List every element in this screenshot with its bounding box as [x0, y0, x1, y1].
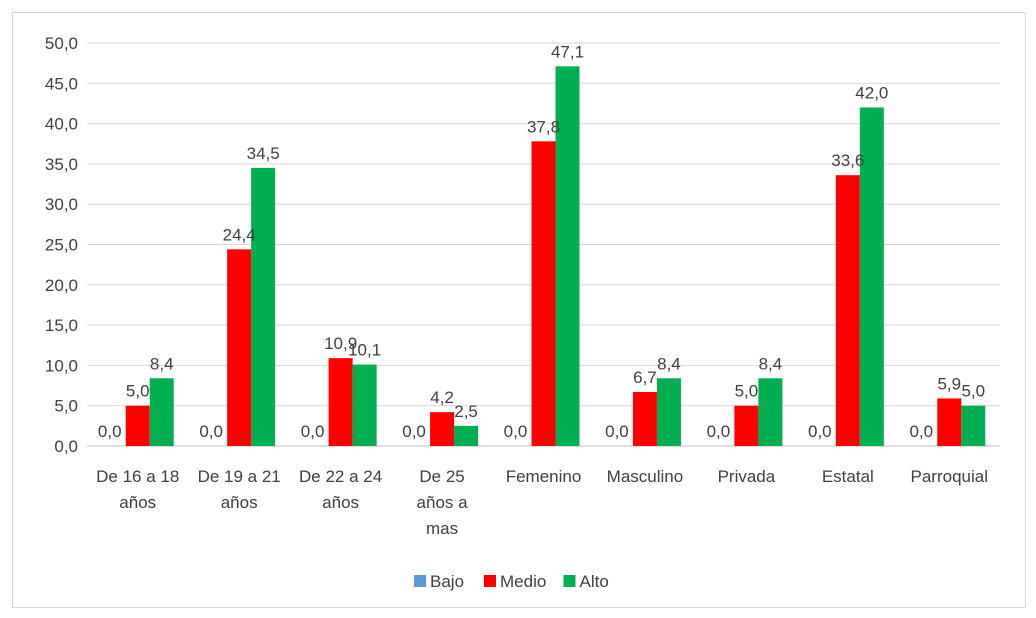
- bar-alto: [555, 66, 580, 447]
- category-label: Parroquial: [911, 467, 989, 486]
- x-axis-category-labels: De 16 a 18 años De 19 a 21 años De 22 a 24 añ…: [96, 467, 988, 538]
- data-label-medio: 5,0: [126, 382, 150, 401]
- data-label-bajo: 0,0: [808, 422, 832, 441]
- data-label-medio: 4,2: [430, 388, 454, 407]
- y-tick-label: 0,0: [54, 437, 78, 456]
- legend-swatch-medio: [484, 575, 496, 587]
- data-label-medio: 24,4: [223, 225, 256, 244]
- legend-label-alto: Alto: [580, 572, 609, 591]
- y-tick-label: 15,0: [45, 316, 78, 335]
- category-label: años: [322, 493, 359, 512]
- data-label-alto: 10,1: [348, 341, 381, 360]
- bar-medio: [227, 249, 252, 446]
- category-label: mas: [426, 519, 458, 538]
- y-tick-label: 40,0: [45, 115, 78, 134]
- bar-alto: [149, 378, 174, 446]
- data-label-bajo: 0,0: [402, 422, 426, 441]
- bar-medio: [125, 405, 150, 446]
- y-tick-label: 45,0: [45, 74, 78, 93]
- data-label-alto: 34,5: [247, 144, 280, 163]
- data-label-bajo: 0,0: [909, 422, 933, 441]
- data-label-medio: 5,9: [937, 374, 961, 393]
- data-label-bajo: 0,0: [707, 422, 731, 441]
- y-tick-label: 5,0: [54, 397, 78, 416]
- bar-medio: [632, 391, 657, 446]
- bar-medio: [734, 405, 759, 446]
- data-label-alto: 2,5: [454, 402, 478, 421]
- bar-alto: [251, 167, 276, 446]
- data-label-bajo: 0,0: [605, 422, 629, 441]
- data-label-medio: 5,0: [735, 382, 759, 401]
- category-label: años a: [417, 493, 469, 512]
- legend-label-medio: Medio: [500, 572, 546, 591]
- category-label: Masculino: [607, 467, 684, 486]
- data-label-alto: 8,4: [657, 354, 681, 373]
- y-tick-label: 30,0: [45, 195, 78, 214]
- category-label: años: [119, 493, 156, 512]
- data-label-medio: 6,7: [633, 368, 657, 387]
- category-label: años: [221, 493, 258, 512]
- bar-medio: [937, 398, 962, 446]
- data-label-bajo: 0,0: [199, 422, 223, 441]
- legend-swatch-bajo: [414, 575, 426, 587]
- data-label-medio: 10,9: [324, 334, 357, 353]
- bar-alto: [758, 378, 783, 446]
- legend: Bajo Medio Alto: [414, 572, 609, 591]
- data-label-bajo: 0,0: [98, 422, 122, 441]
- bar-alto: [859, 107, 884, 446]
- data-label-alto: 8,4: [150, 354, 174, 373]
- data-label-alto: 47,1: [551, 42, 584, 61]
- bar-alto: [454, 425, 479, 446]
- bar-medio: [531, 141, 556, 446]
- y-tick-label: 20,0: [45, 276, 78, 295]
- bar-medio: [835, 175, 860, 446]
- data-label-bajo: 0,0: [504, 422, 528, 441]
- category-label: De 25: [419, 467, 464, 486]
- category-label: De 16 a 18: [96, 467, 179, 486]
- bar-alto: [961, 405, 986, 446]
- category-label: Privada: [718, 467, 776, 486]
- data-label-medio: 33,6: [831, 151, 864, 170]
- bars: [125, 66, 986, 447]
- data-label-medio: 37,8: [527, 117, 560, 136]
- data-labels: 0,0 0,0 0,0 0,0 0,0 0,0 0,0 0,0 0,0 5,0 24,4 10,9 4,…: [98, 42, 985, 441]
- category-label: De 22 a 24: [299, 467, 382, 486]
- bar-alto: [352, 364, 377, 446]
- data-label-bajo: 0,0: [301, 422, 325, 441]
- data-label-alto: 8,4: [759, 354, 783, 373]
- category-label: Estatal: [822, 467, 874, 486]
- bar-medio: [328, 358, 353, 446]
- bar-medio: [430, 412, 455, 446]
- bar-alto: [656, 378, 681, 446]
- y-tick-label: 35,0: [45, 155, 78, 174]
- category-label: Femenino: [506, 467, 582, 486]
- y-axis-tick-labels: 0,0 5,0 10,0 15,0 20,0 25,0 30,0 35,0 40,0 45,0 50…: [45, 34, 78, 456]
- y-tick-label: 50,0: [45, 34, 78, 53]
- y-tick-label: 25,0: [45, 236, 78, 255]
- y-tick-label: 10,0: [45, 356, 78, 375]
- data-label-alto: 42,0: [855, 83, 888, 102]
- category-label: De 19 a 21: [198, 467, 281, 486]
- legend-label-bajo: Bajo: [430, 572, 464, 591]
- data-label-alto: 5,0: [961, 382, 985, 401]
- legend-swatch-alto: [563, 575, 576, 587]
